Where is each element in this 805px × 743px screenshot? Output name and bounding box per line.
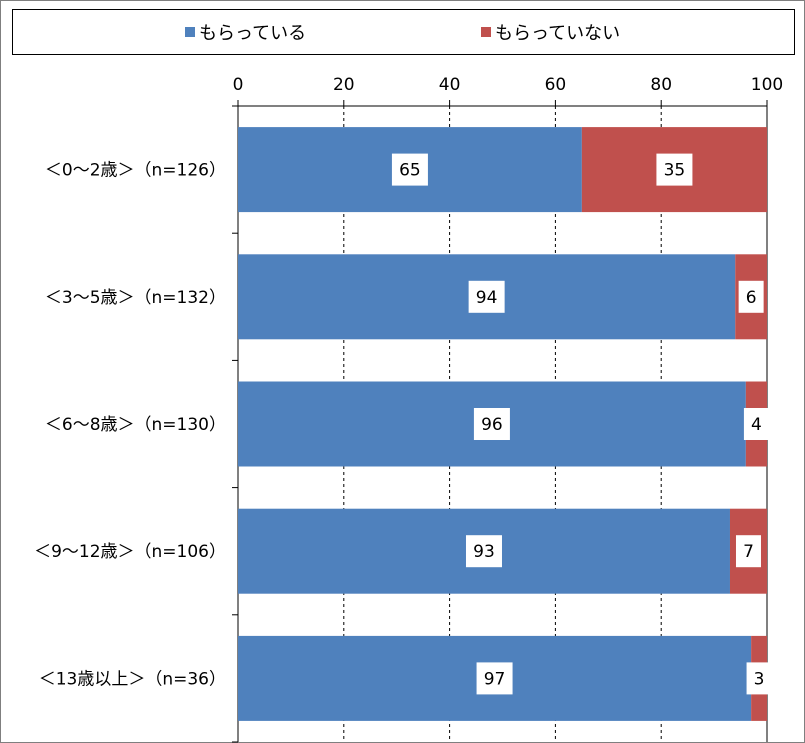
category-label-4: ＜13歳以上＞（n=36） xyxy=(39,669,226,689)
legend-item-receiving: もらっている xyxy=(185,20,306,44)
data-label-box-receiving-1 xyxy=(468,280,505,313)
data-label-box-not-receiving-4 xyxy=(746,662,772,695)
data-label-box-receiving-0 xyxy=(391,153,428,186)
data-label-not-receiving-2: 4 xyxy=(751,415,762,435)
data-label-box-not-receiving-1 xyxy=(738,280,764,313)
data-label-not-receiving-1: 6 xyxy=(746,288,757,308)
data-label-receiving-4: 97 xyxy=(484,669,506,689)
x-tick-label-20: 20 xyxy=(333,75,355,95)
legend-swatch-not-receiving xyxy=(481,27,491,37)
data-label-receiving-1: 94 xyxy=(476,288,498,308)
x-tick-label-100: 100 xyxy=(751,75,783,95)
data-label-box-receiving-2 xyxy=(473,408,510,440)
legend-swatch-receiving xyxy=(185,27,195,37)
legend-item-not-receiving: もらっていない xyxy=(481,20,620,44)
data-label-box-not-receiving-3 xyxy=(735,535,761,568)
data-label-receiving-0: 65 xyxy=(399,161,421,181)
legend-label-receiving: もらっている xyxy=(199,23,307,44)
x-tick-label-80: 80 xyxy=(650,75,672,95)
data-label-not-receiving-0: 35 xyxy=(664,161,686,181)
data-label-not-receiving-4: 3 xyxy=(754,669,765,689)
data-label-box-not-receiving-2 xyxy=(743,408,769,440)
data-label-receiving-3: 93 xyxy=(473,542,495,562)
data-label-box-not-receiving-0 xyxy=(656,153,693,186)
category-label-0: ＜0～2歳＞（n=126） xyxy=(45,161,226,181)
legend: もらっている もらっていない xyxy=(12,9,795,55)
category-label-2: ＜6～8歳＞（n=130） xyxy=(45,415,226,435)
legend-label-not-receiving: もらっていない xyxy=(495,23,621,44)
data-label-not-receiving-3: 7 xyxy=(743,542,754,562)
data-label-box-receiving-3 xyxy=(465,535,502,568)
data-label-receiving-2: 96 xyxy=(481,415,503,435)
x-tick-label-60: 60 xyxy=(545,75,567,95)
x-tick-label-0: 0 xyxy=(233,75,244,95)
category-label-3: ＜9～12歳＞（n=106） xyxy=(34,542,226,562)
x-tick-label-40: 40 xyxy=(439,75,461,95)
category-label-1: ＜3～5歳＞（n=132） xyxy=(45,288,226,308)
data-label-box-receiving-4 xyxy=(476,662,513,695)
